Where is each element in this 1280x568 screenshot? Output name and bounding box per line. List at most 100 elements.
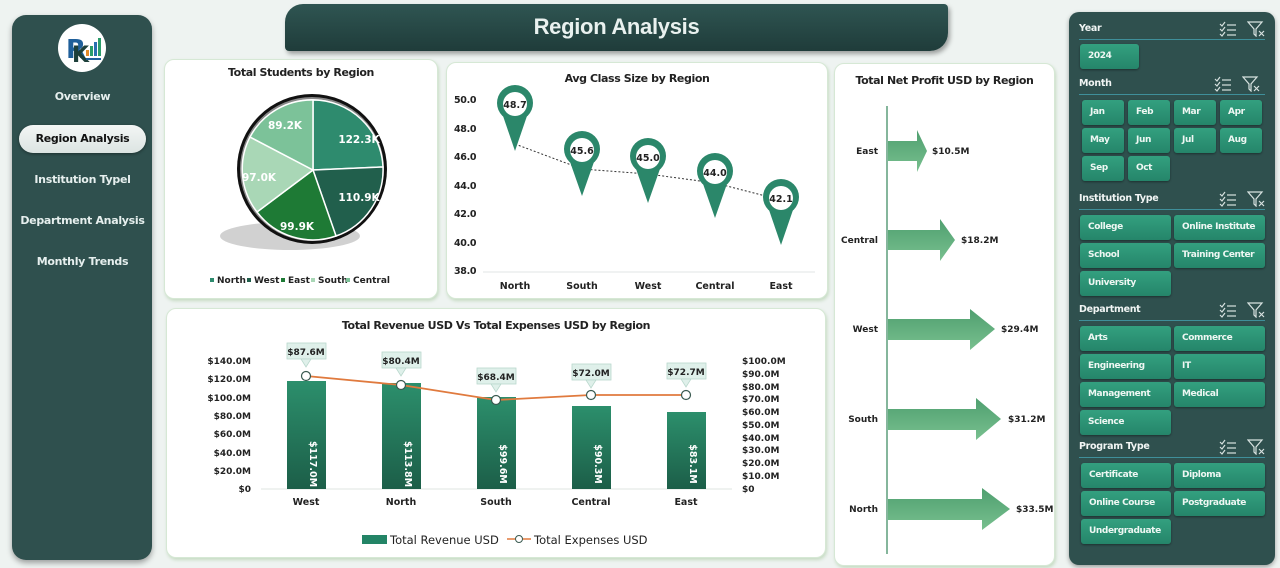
svg-text:110.9K: 110.9K	[338, 192, 380, 204]
svg-text:South: South	[848, 415, 878, 425]
department-option-commerce[interactable]: Commerce	[1174, 326, 1265, 351]
svg-text:122.3K: 122.3K	[338, 134, 380, 146]
program-type-filter-header: Program Type	[1079, 439, 1265, 458]
month-option-feb[interactable]: Feb	[1128, 100, 1170, 125]
department-option-medical[interactable]: Medical	[1174, 382, 1265, 407]
rk-logo-icon: R K	[66, 35, 101, 68]
month-option-jun[interactable]: Jun	[1128, 128, 1170, 153]
chart-title: Total Students by Region	[228, 66, 374, 79]
svg-text:45.0: 45.0	[636, 153, 660, 164]
svg-text:$117.0M: $117.0M	[307, 441, 318, 487]
net-profit-arrow-chart: East Central West South North $10.5M $18…	[841, 106, 1053, 554]
svg-text:$0: $0	[238, 485, 251, 495]
svg-text:R: R	[66, 35, 86, 65]
program-option-undergraduate[interactable]: Undergraduate	[1081, 519, 1171, 544]
month-option-oct[interactable]: Oct	[1128, 156, 1170, 181]
filter-panel: Year 2024 Month Jan Feb Mar Apr May Jun …	[1069, 12, 1275, 565]
svg-text:$100.0M: $100.0M	[742, 357, 786, 367]
month-option-jul[interactable]: Jul	[1174, 128, 1216, 153]
brand-logo: R K	[58, 24, 106, 72]
svg-text:$87.6M: $87.6M	[287, 348, 324, 358]
nav-item-overview[interactable]: Overview	[54, 90, 111, 103]
svg-text:$31.2M: $31.2M	[1008, 415, 1045, 425]
multi-select-icon[interactable]	[1219, 21, 1237, 37]
svg-text:$10.0M: $10.0M	[742, 472, 779, 482]
nav-item-institution-type[interactable]: Institution Typel	[34, 173, 131, 186]
svg-text:$60.0M: $60.0M	[214, 430, 251, 440]
svg-text:$72.0M: $72.0M	[572, 369, 609, 379]
bar-central	[572, 406, 611, 489]
program-option-online-course[interactable]: Online Course	[1081, 491, 1171, 516]
svg-text:$99.6M: $99.6M	[497, 444, 508, 484]
svg-text:$18.2M: $18.2M	[961, 236, 998, 246]
svg-text:$80.0M: $80.0M	[742, 383, 779, 393]
department-option-it[interactable]: IT	[1174, 354, 1265, 379]
students-pie-chart: 122.3K 110.9K 99.9K 97.0K 89.2K North We…	[210, 94, 390, 286]
multi-select-icon[interactable]	[1219, 191, 1237, 207]
department-option-science[interactable]: Science	[1080, 410, 1171, 435]
pin-south	[564, 131, 600, 196]
page-header: Region Analysis	[285, 4, 948, 51]
svg-text:$140.0M: $140.0M	[207, 357, 251, 367]
institution-option-college[interactable]: College	[1080, 215, 1171, 240]
department-option-arts[interactable]: Arts	[1080, 326, 1171, 351]
svg-text:$20.0M: $20.0M	[742, 459, 779, 469]
month-option-jan[interactable]: Jan	[1082, 100, 1124, 125]
clear-filter-icon[interactable]	[1247, 21, 1265, 37]
program-option-diploma[interactable]: Diploma	[1174, 463, 1265, 488]
svg-text:North: North	[849, 505, 878, 515]
bar-south	[477, 397, 516, 489]
svg-text:$0: $0	[742, 485, 755, 495]
program-option-postgraduate[interactable]: Postgraduate	[1174, 491, 1265, 516]
clear-filter-icon[interactable]	[1247, 191, 1265, 207]
svg-text:East: East	[674, 497, 698, 508]
clear-filter-icon[interactable]	[1247, 439, 1265, 455]
year-option-2024[interactable]: 2024	[1080, 44, 1139, 69]
multi-select-icon[interactable]	[1219, 439, 1237, 455]
svg-text:$10.5M: $10.5M	[932, 147, 969, 157]
multi-select-icon[interactable]	[1214, 76, 1232, 92]
class-size-line-chart: 48.7 45.6 45.0 44.0 42.1 North South Wes…	[483, 85, 815, 292]
institution-option-school[interactable]: School	[1080, 243, 1171, 268]
svg-text:West: West	[293, 497, 320, 508]
multi-select-icon[interactable]	[1219, 302, 1237, 318]
month-option-may[interactable]: May	[1082, 128, 1124, 153]
clear-filter-icon[interactable]	[1247, 302, 1265, 318]
sidebar-nav: R K Overview Region Analysis Institution…	[12, 15, 152, 560]
svg-text:North: North	[500, 281, 531, 292]
pie-legend: North West East South Central	[210, 276, 390, 286]
svg-text:South: South	[480, 497, 512, 508]
svg-text:99.9K: 99.9K	[280, 221, 315, 233]
year-filter-header: Year	[1079, 21, 1265, 40]
chart-title: Total Net Profit USD by Region	[855, 74, 1034, 87]
pin-east	[763, 179, 799, 245]
svg-text:$90.0M: $90.0M	[742, 370, 779, 380]
svg-text:North: North	[217, 276, 246, 286]
svg-text:West: West	[254, 276, 280, 286]
pin-north	[497, 85, 533, 151]
nav-item-region-analysis[interactable]: Region Analysis	[19, 125, 146, 153]
month-option-sep[interactable]: Sep	[1082, 156, 1124, 181]
program-option-certificate[interactable]: Certificate	[1081, 463, 1171, 488]
institution-option-university[interactable]: University	[1080, 271, 1171, 296]
svg-text:North: North	[386, 497, 417, 508]
month-option-aug[interactable]: Aug	[1220, 128, 1262, 153]
department-option-management[interactable]: Management	[1080, 382, 1171, 407]
department-option-engineering[interactable]: Engineering	[1080, 354, 1171, 379]
nav-item-monthly-trends[interactable]: Monthly Trends	[36, 255, 129, 268]
svg-text:89.2K: 89.2K	[268, 120, 303, 132]
chart-title: Total Revenue USD Vs Total Expenses USD …	[341, 319, 651, 332]
net-profit-by-region-card: Total Net Profit USD by Region East Cent…	[834, 63, 1055, 566]
bar-east	[667, 412, 706, 489]
svg-text:Central: Central	[695, 281, 734, 292]
institution-option-online-institute[interactable]: Online Institute	[1174, 215, 1265, 240]
nav-item-department-analysis[interactable]: Department Analysis	[20, 214, 145, 227]
institution-option-training-center[interactable]: Training Center	[1174, 243, 1265, 268]
month-option-apr[interactable]: Apr	[1220, 100, 1262, 125]
pin-west	[630, 138, 666, 203]
svg-text:$29.4M: $29.4M	[1001, 325, 1038, 335]
combo-legend: Total Revenue USD Total Expenses USD	[362, 533, 648, 547]
svg-text:$100.0M: $100.0M	[207, 394, 251, 404]
month-option-mar[interactable]: Mar	[1174, 100, 1216, 125]
clear-filter-icon[interactable]	[1242, 76, 1260, 92]
